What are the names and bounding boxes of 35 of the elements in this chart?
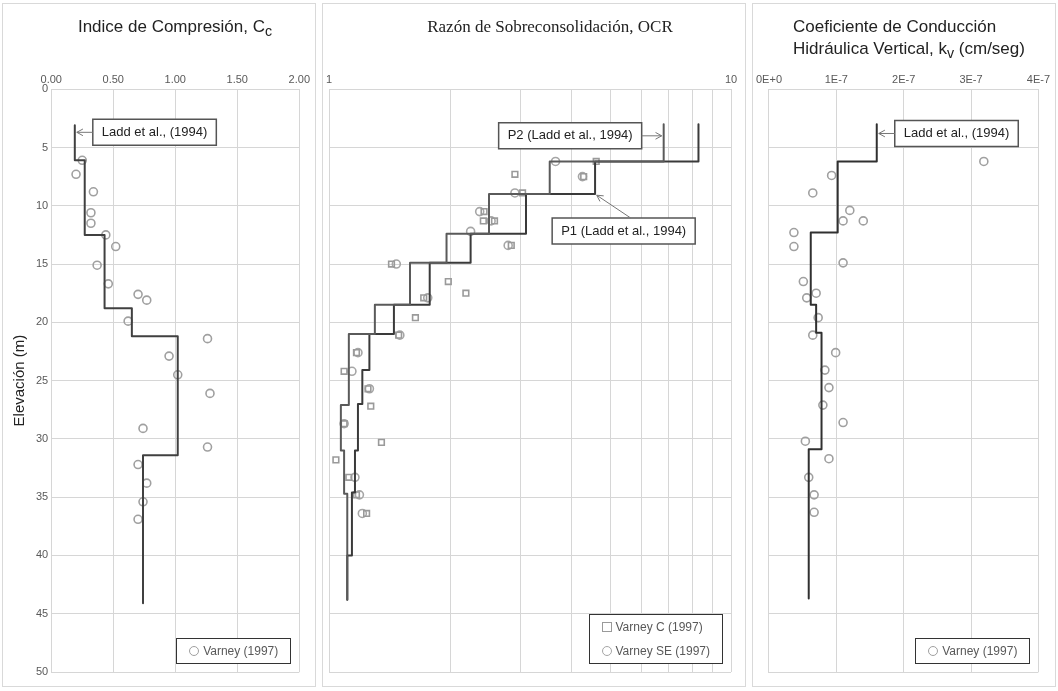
legend-label: Varney C (1997) <box>615 620 703 634</box>
chart-title: Indice de Compresión, C$_{c}$ <box>76 16 274 42</box>
x-tick-label: 0.00 <box>40 72 62 85</box>
y-tick-label: 15 <box>35 257 49 270</box>
x-tick-label: 0E+0 <box>756 72 782 85</box>
y-tick-label: 5 <box>42 140 49 153</box>
x-tick-label: 0.50 <box>102 72 124 85</box>
chart-title: Razón de Sobreconsolidación, OCR <box>426 16 674 38</box>
annotation: Ladd et al., (1994) <box>101 123 208 139</box>
x-tick-label: 1 <box>326 72 333 85</box>
x-tick-label: 1.50 <box>226 72 248 85</box>
x-tick-label: 3E-7 <box>959 72 983 85</box>
x-tick-label: 1.00 <box>164 72 186 85</box>
legend-label: Varney (1997) <box>203 644 279 658</box>
y-tick-label: 0 <box>42 82 49 95</box>
y-tick-label: 10 <box>35 198 49 211</box>
y-axis-title: Elevación (m) <box>10 334 28 427</box>
y-tick-label: 45 <box>35 606 49 619</box>
annotation: P1 (Ladd et al., 1994) <box>561 222 687 238</box>
x-tick-label: 2E-7 <box>892 72 916 85</box>
y-tick-label: 40 <box>35 548 49 561</box>
annotation: P2 (Ladd et al., 1994) <box>507 127 633 143</box>
x-tick-label: 4E-7 <box>1026 72 1051 85</box>
legend-label: Varney (1997) <box>942 644 1018 658</box>
y-tick-label: 50 <box>35 665 49 678</box>
y-tick-label: 30 <box>35 431 49 444</box>
x-tick-label: 10 <box>724 72 738 85</box>
y-tick-label: 35 <box>35 490 49 503</box>
x-tick-label: 1E-7 <box>824 72 848 85</box>
y-tick-label: 25 <box>35 373 49 386</box>
legend-label: Varney SE (1997) <box>615 644 710 658</box>
chart-title: Coeficiente de Conducción Hidráulica Vertical, k$_{v}$ (cm/seg) <box>793 16 1026 64</box>
x-tick-label: 2.00 <box>288 72 311 85</box>
annotation: Ladd et al., (1994) <box>903 125 1010 141</box>
y-tick-label: 20 <box>35 315 49 328</box>
